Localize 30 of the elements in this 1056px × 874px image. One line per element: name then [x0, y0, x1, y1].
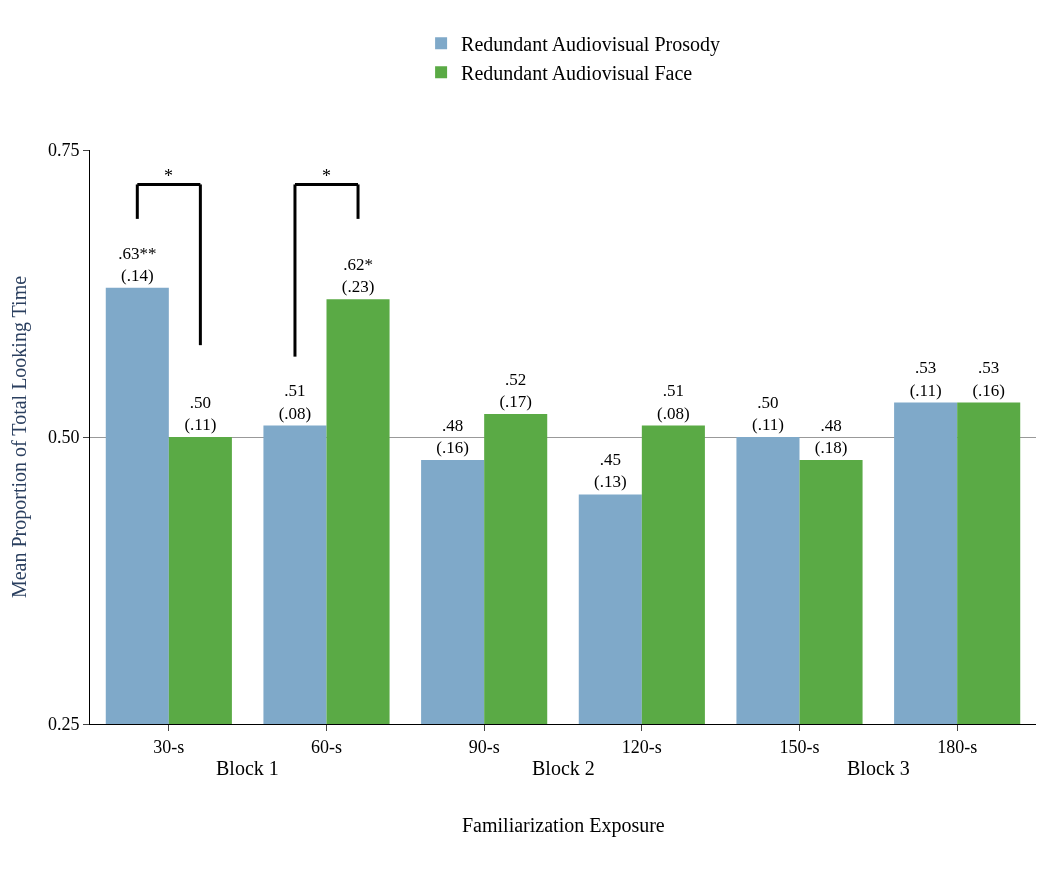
text: Block 1	[216, 757, 279, 779]
text: Block 2	[532, 757, 595, 779]
data-label: .51 (.08)	[278, 381, 312, 423]
x-tick-label: 120-s	[621, 736, 662, 757]
x-tick-label: 60-s	[311, 736, 342, 757]
annotation: *	[322, 166, 331, 186]
data-label: .48 (.18)	[814, 415, 848, 457]
x-axis-title: Familiarization Exposure	[462, 814, 665, 837]
data-label: .45 (.13)	[594, 450, 627, 492]
y-tick-label: 0.25	[47, 714, 80, 735]
x-tick-label: 150-s	[779, 736, 820, 757]
data-label: .53 (.11)	[909, 358, 942, 400]
text: Block 3	[847, 757, 910, 779]
y-tick-label: 0.50	[47, 427, 80, 448]
data-label: .48 (.16)	[436, 415, 469, 457]
data-label: .50 (.11)	[751, 392, 784, 434]
data-label: .62* (.23)	[341, 255, 375, 297]
y-tick-label: 0.75	[47, 140, 80, 161]
x-tick-label: 90-s	[468, 736, 500, 757]
x-tick-label: 30-s	[153, 736, 185, 757]
annotation: *	[164, 166, 173, 186]
data-label: .63** (.14)	[118, 243, 157, 285]
x-tick-label: 180-s	[937, 736, 978, 757]
legend-label: Redundant Audiovisual Prosody	[461, 33, 720, 57]
data-label: .52 (.17)	[499, 369, 532, 412]
y-axis-title: Mean Proportion of Total Looking Time	[8, 275, 32, 599]
data-label: .50 (.11)	[184, 392, 217, 434]
legend-label: Redundant Audiovisual Face	[461, 62, 693, 85]
data-label: .53 (.16)	[972, 358, 1005, 400]
data-label: .51 (.08)	[657, 381, 690, 423]
